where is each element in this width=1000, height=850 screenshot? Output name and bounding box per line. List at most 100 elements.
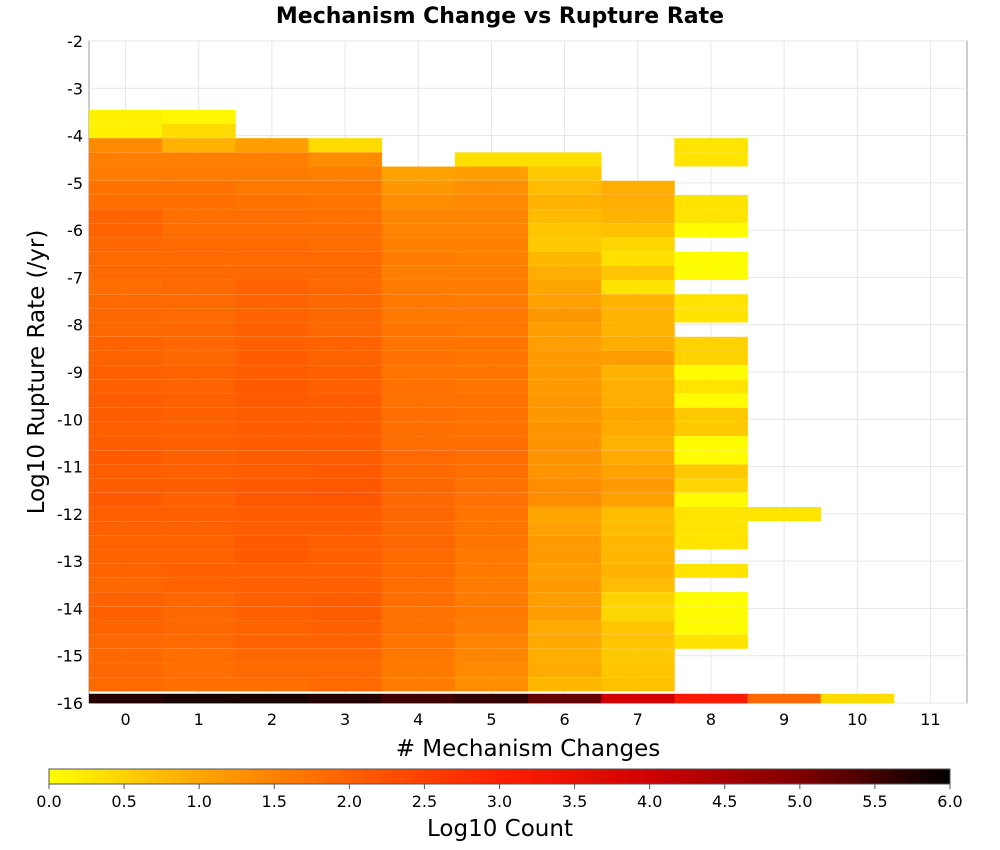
y-tick-label: -10 bbox=[57, 410, 83, 429]
colorbar bbox=[48, 768, 951, 785]
heatmap-cell bbox=[162, 265, 236, 280]
heatmap-cell bbox=[162, 123, 236, 139]
heatmap-cell bbox=[601, 677, 675, 692]
x-tick-label: 10 bbox=[847, 710, 867, 729]
heatmap-cell bbox=[308, 421, 383, 436]
heatmap-cell bbox=[601, 450, 675, 465]
heatmap-cell bbox=[528, 450, 602, 465]
x-axis-label: # Mechanism Changes bbox=[396, 736, 661, 762]
heatmap-cell bbox=[308, 492, 383, 507]
heatmap-cell bbox=[747, 693, 822, 704]
heatmap-cell bbox=[381, 407, 456, 422]
heatmap-cell bbox=[235, 577, 309, 593]
heatmap-cell bbox=[381, 280, 456, 295]
heatmap-cell bbox=[235, 350, 309, 366]
heatmap-cell bbox=[235, 365, 309, 380]
heatmap-cell bbox=[454, 322, 529, 337]
heatmap-cell bbox=[674, 251, 748, 266]
heatmap-cell bbox=[381, 521, 456, 536]
heatmap-cell bbox=[235, 194, 309, 210]
x-tick-label: 6 bbox=[559, 710, 569, 729]
heatmap-cell bbox=[162, 166, 236, 181]
heatmap-cell bbox=[235, 606, 309, 621]
heatmap-cell bbox=[308, 577, 383, 593]
x-tick-label: 2 bbox=[267, 710, 277, 729]
heatmap-cell bbox=[235, 693, 309, 704]
heatmap-cell bbox=[601, 379, 675, 394]
heatmap-cell bbox=[308, 322, 383, 337]
heatmap-cell bbox=[235, 407, 309, 422]
heatmap-cell bbox=[308, 350, 383, 366]
heatmap-cell bbox=[528, 421, 602, 436]
colorbar-tick-label: 4.5 bbox=[712, 792, 737, 811]
heatmap-cell bbox=[381, 322, 456, 337]
heatmap-cell bbox=[528, 521, 602, 536]
heatmap-cell bbox=[89, 280, 163, 295]
heatmap-cell bbox=[528, 365, 602, 380]
heatmap-cell bbox=[528, 663, 602, 678]
heatmap-cell bbox=[454, 237, 529, 252]
heatmap-cell bbox=[674, 535, 748, 550]
heatmap-cell bbox=[235, 677, 309, 692]
heatmap-cell bbox=[454, 166, 529, 181]
y-tick-label: -11 bbox=[57, 458, 83, 477]
chart-title: Mechanism Change vs Rupture Rate bbox=[276, 4, 724, 29]
heatmap-cell bbox=[454, 393, 529, 408]
heatmap-cell bbox=[674, 521, 748, 536]
heatmap-cell bbox=[674, 620, 748, 635]
heatmap-cell bbox=[235, 648, 309, 663]
heatmap-cell bbox=[528, 379, 602, 394]
heatmap-cell bbox=[454, 464, 529, 479]
heatmap-cell bbox=[89, 478, 163, 493]
heatmap-cell bbox=[89, 549, 163, 564]
heatmap-cell bbox=[674, 336, 748, 351]
heatmap-cell bbox=[235, 237, 309, 252]
heatmap-cell bbox=[528, 280, 602, 295]
heatmap-cell bbox=[454, 407, 529, 422]
y-tick-label: -4 bbox=[67, 127, 83, 146]
heatmap-cell bbox=[308, 549, 383, 564]
heatmap-cell bbox=[454, 693, 529, 704]
heatmap-cell bbox=[235, 521, 309, 536]
heatmap-cell bbox=[235, 166, 309, 181]
heatmap-cell bbox=[601, 436, 675, 451]
heatmap-cell bbox=[528, 620, 602, 635]
heatmap-cell bbox=[162, 693, 236, 704]
heatmap-cell bbox=[162, 606, 236, 621]
heatmap-cell bbox=[235, 492, 309, 507]
heatmap-cell bbox=[674, 507, 748, 522]
x-tick-label: 11 bbox=[920, 710, 940, 729]
heatmap-cell bbox=[601, 507, 675, 522]
heatmap-cell bbox=[674, 152, 748, 167]
heatmap-cell bbox=[454, 577, 529, 593]
colorbar-tick-label: 2.5 bbox=[412, 792, 437, 811]
heatmap-cell bbox=[308, 693, 383, 704]
heatmap-cell bbox=[162, 436, 236, 451]
heatmap-cell bbox=[308, 308, 383, 323]
heatmap-cell bbox=[528, 407, 602, 422]
heatmap-cell bbox=[162, 209, 236, 224]
heatmap-cell bbox=[454, 350, 529, 366]
heatmap-cell bbox=[89, 450, 163, 465]
heatmap-cell bbox=[601, 223, 675, 238]
y-tick-label: -3 bbox=[67, 79, 83, 98]
x-tick-label: 3 bbox=[340, 710, 350, 729]
heatmap-cell bbox=[235, 379, 309, 394]
heatmap-cells bbox=[89, 109, 895, 704]
heatmap-cell bbox=[235, 663, 309, 678]
x-tick-label: 5 bbox=[486, 710, 496, 729]
heatmap-cell bbox=[89, 421, 163, 436]
heatmap-cell bbox=[89, 294, 163, 309]
heatmap-cell bbox=[308, 138, 383, 153]
heatmap-cell bbox=[89, 634, 163, 649]
heatmap-cell bbox=[601, 308, 675, 323]
heatmap-cell bbox=[528, 507, 602, 522]
colorbar-tick-label: 4.0 bbox=[637, 792, 662, 811]
y-tick-label: -5 bbox=[67, 174, 83, 193]
heatmap-cell bbox=[381, 265, 456, 280]
heatmap-cell bbox=[674, 393, 748, 408]
heatmap-cell bbox=[235, 450, 309, 465]
colorbar-label: Log10 Count bbox=[427, 816, 573, 842]
y-tick-label: -14 bbox=[57, 599, 83, 618]
heatmap-cell bbox=[89, 251, 163, 266]
